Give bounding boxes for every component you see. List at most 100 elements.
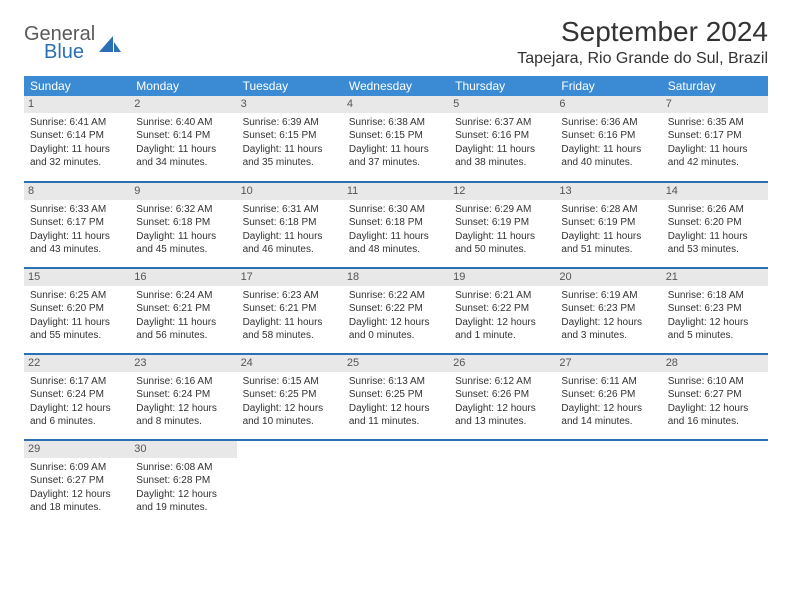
sunset-text: Sunset: 6:19 PM — [561, 216, 655, 230]
day-number: 29 — [24, 441, 130, 458]
day-cell: 12Sunrise: 6:29 AMSunset: 6:19 PMDayligh… — [449, 182, 555, 268]
sunrise-text: Sunrise: 6:35 AM — [668, 116, 762, 130]
sunset-text: Sunset: 6:24 PM — [136, 388, 230, 402]
daylight-text: Daylight: 11 hours and 46 minutes. — [243, 230, 337, 257]
day-cell: 6Sunrise: 6:36 AMSunset: 6:16 PMDaylight… — [555, 96, 661, 182]
daylight-text: Daylight: 12 hours and 19 minutes. — [136, 488, 230, 515]
month-title: September 2024 — [517, 16, 768, 48]
day-cell: 22Sunrise: 6:17 AMSunset: 6:24 PMDayligh… — [24, 354, 130, 440]
day-cell: 25 Sunrise: 6:13 AMSunset: 6:25 PMDayligh… — [343, 354, 449, 440]
day-cell: 20Sunrise: 6:19 AMSunset: 6:23 PMDayligh… — [555, 268, 661, 354]
sunrise-text: Sunrise: 6:11 AM — [561, 375, 655, 389]
day-cell: 21Sunrise: 6:18 AMSunset: 6:23 PMDayligh… — [662, 268, 768, 354]
weekday-header: Monday — [130, 76, 236, 96]
daylight-text: Daylight: 11 hours and 53 minutes. — [668, 230, 762, 257]
sunrise-text: Sunrise: 6:12 AM — [455, 375, 549, 389]
sunrise-text: Sunrise: 6:29 AM — [455, 203, 549, 217]
sunrise-text: Sunrise: 6:24 AM — [136, 289, 230, 303]
sunset-text: Sunset: 6:26 PM — [455, 388, 549, 402]
sunrise-text: Sunrise: 6:38 AM — [349, 116, 443, 130]
daylight-text: Daylight: 11 hours and 37 minutes. — [349, 143, 443, 170]
day-cell: 9Sunrise: 6:32 AMSunset: 6:18 PMDaylight… — [130, 182, 236, 268]
sunset-text: Sunset: 6:15 PM — [243, 129, 337, 143]
sunset-text: Sunset: 6:27 PM — [30, 474, 124, 488]
daylight-text: Daylight: 12 hours and 5 minutes. — [668, 316, 762, 343]
week-row: 15Sunrise: 6:25 AMSunset: 6:20 PMDayligh… — [24, 268, 768, 354]
calendar-page: General Blue September 2024 Tapejara, Ri… — [0, 0, 792, 550]
day-number: 2 — [130, 96, 236, 113]
sunrise-text: Sunrise: 6:32 AM — [136, 203, 230, 217]
sunset-text: Sunset: 6:17 PM — [668, 129, 762, 143]
sunset-text: Sunset: 6:16 PM — [455, 129, 549, 143]
day-number: 1 — [24, 96, 130, 113]
day-cell: 23Sunrise: 6:16 AMSunset: 6:24 PMDayligh… — [130, 354, 236, 440]
day-cell: 15Sunrise: 6:25 AMSunset: 6:20 PMDayligh… — [24, 268, 130, 354]
day-cell: 26Sunrise: 6:12 AMSunset: 6:26 PMDayligh… — [449, 354, 555, 440]
logo: General Blue — [24, 16, 121, 62]
sunset-text: Sunset: 6:21 PM — [136, 302, 230, 316]
sunrise-text: Sunrise: 6:17 AM — [30, 375, 124, 389]
sunrise-text: Sunrise: 6:13 AM — [349, 375, 443, 389]
sunset-text: Sunset: 6:16 PM — [561, 129, 655, 143]
day-number: 21 — [662, 269, 768, 286]
daylight-text: Daylight: 12 hours and 11 minutes. — [349, 402, 443, 429]
sunrise-text: Sunrise: 6:28 AM — [561, 203, 655, 217]
daylight-text: Daylight: 11 hours and 42 minutes. — [668, 143, 762, 170]
daylight-text: Daylight: 11 hours and 40 minutes. — [561, 143, 655, 170]
sunrise-text: Sunrise: 6:09 AM — [30, 461, 124, 475]
daylight-text: Daylight: 11 hours and 55 minutes. — [30, 316, 124, 343]
sunset-text: Sunset: 6:25 PM — [349, 388, 443, 402]
daylight-text: Daylight: 11 hours and 56 minutes. — [136, 316, 230, 343]
day-cell: 2 Sunrise: 6:40 AMSunset: 6:14 PMDaylight… — [130, 96, 236, 182]
daylight-text: Daylight: 11 hours and 35 minutes. — [243, 143, 337, 170]
sunset-text: Sunset: 6:20 PM — [30, 302, 124, 316]
sunrise-text: Sunrise: 6:40 AM — [136, 116, 230, 130]
header: General Blue September 2024 Tapejara, Ri… — [24, 16, 768, 68]
sunset-text: Sunset: 6:25 PM — [243, 388, 337, 402]
sunset-text: Sunset: 6:14 PM — [30, 129, 124, 143]
sunset-text: Sunset: 6:15 PM — [349, 129, 443, 143]
daylight-text: Daylight: 11 hours and 50 minutes. — [455, 230, 549, 257]
day-number: 25 — [343, 355, 449, 372]
day-cell — [662, 440, 768, 526]
day-cell: 1Sunrise: 6:41 AMSunset: 6:14 PMDaylight… — [24, 96, 130, 182]
sunrise-text: Sunrise: 6:15 AM — [243, 375, 337, 389]
weekday-header: Friday — [555, 76, 661, 96]
day-cell — [555, 440, 661, 526]
day-number: 10 — [237, 183, 343, 200]
day-cell: 11Sunrise: 6:30 AMSunset: 6:18 PMDayligh… — [343, 182, 449, 268]
daylight-text: Daylight: 11 hours and 34 minutes. — [136, 143, 230, 170]
day-cell: 7 Sunrise: 6:35 AMSunset: 6:17 PMDaylight… — [662, 96, 768, 182]
day-cell: 30Sunrise: 6:08 AMSunset: 6:28 PMDayligh… — [130, 440, 236, 526]
sunset-text: Sunset: 6:19 PM — [455, 216, 549, 230]
daylight-text: Daylight: 11 hours and 51 minutes. — [561, 230, 655, 257]
sunrise-text: Sunrise: 6:31 AM — [243, 203, 337, 217]
day-number: 15 — [24, 269, 130, 286]
daylight-text: Daylight: 12 hours and 10 minutes. — [243, 402, 337, 429]
daylight-text: Daylight: 11 hours and 43 minutes. — [30, 230, 124, 257]
day-number: 18 — [343, 269, 449, 286]
day-cell: 3Sunrise: 6:39 AMSunset: 6:15 PMDaylight… — [237, 96, 343, 182]
day-cell: 17Sunrise: 6:23 AMSunset: 6:21 PMDayligh… — [237, 268, 343, 354]
day-cell: 13Sunrise: 6:28 AMSunset: 6:19 PMDayligh… — [555, 182, 661, 268]
day-cell — [449, 440, 555, 526]
day-cell: 4Sunrise: 6:38 AMSunset: 6:15 PMDaylight… — [343, 96, 449, 182]
daylight-text: Daylight: 12 hours and 14 minutes. — [561, 402, 655, 429]
sunset-text: Sunset: 6:21 PM — [243, 302, 337, 316]
day-number: 20 — [555, 269, 661, 286]
sunrise-text: Sunrise: 6:23 AM — [243, 289, 337, 303]
weekday-header-row: Sunday Monday Tuesday Wednesday Thursday… — [24, 76, 768, 96]
weekday-header: Tuesday — [237, 76, 343, 96]
calendar-table: Sunday Monday Tuesday Wednesday Thursday… — [24, 76, 768, 526]
sunset-text: Sunset: 6:14 PM — [136, 129, 230, 143]
day-number: 19 — [449, 269, 555, 286]
day-number: 7 — [662, 96, 768, 113]
calendar-body: 1Sunrise: 6:41 AMSunset: 6:14 PMDaylight… — [24, 96, 768, 526]
daylight-text: Daylight: 11 hours and 32 minutes. — [30, 143, 124, 170]
sunset-text: Sunset: 6:22 PM — [349, 302, 443, 316]
day-cell: 29Sunrise: 6:09 AMSunset: 6:27 PMDayligh… — [24, 440, 130, 526]
day-cell: 10Sunrise: 6:31 AMSunset: 6:18 PMDayligh… — [237, 182, 343, 268]
day-number: 9 — [130, 183, 236, 200]
day-number: 17 — [237, 269, 343, 286]
day-number: 3 — [237, 96, 343, 113]
